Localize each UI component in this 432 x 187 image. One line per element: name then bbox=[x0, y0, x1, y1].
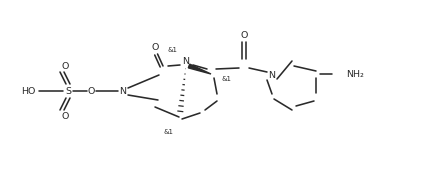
Text: &1: &1 bbox=[164, 129, 174, 135]
Text: O: O bbox=[61, 62, 69, 70]
Text: &1: &1 bbox=[221, 76, 231, 82]
Text: S: S bbox=[65, 87, 71, 96]
Text: NH₂: NH₂ bbox=[346, 70, 364, 79]
Text: &1: &1 bbox=[168, 47, 178, 53]
Text: N: N bbox=[269, 70, 276, 79]
Text: O: O bbox=[87, 87, 95, 96]
Polygon shape bbox=[188, 64, 211, 74]
Text: O: O bbox=[240, 30, 248, 39]
Text: O: O bbox=[152, 43, 159, 53]
Text: O: O bbox=[61, 111, 69, 120]
Text: HO: HO bbox=[22, 87, 36, 96]
Text: N: N bbox=[120, 87, 127, 96]
Text: N: N bbox=[182, 56, 190, 65]
